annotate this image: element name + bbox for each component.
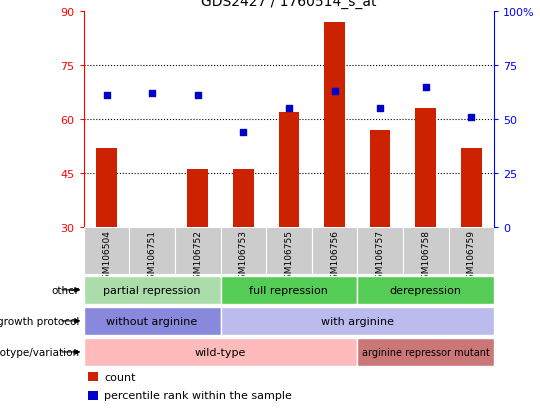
Text: GSM106504: GSM106504 [102,230,111,284]
Text: GSM106758: GSM106758 [421,230,430,285]
Point [102,93,111,100]
Text: GSM106759: GSM106759 [467,230,476,285]
Bar [266,227,312,275]
Bar [403,227,449,275]
Text: GSM106756: GSM106756 [330,230,339,285]
Bar [88,391,98,400]
Text: other: other [52,285,79,295]
Bar [84,307,220,335]
Text: GSM106751: GSM106751 [147,230,157,285]
Bar [220,307,494,335]
Point [239,129,248,136]
Text: derepression: derepression [390,285,462,295]
Bar [84,276,220,304]
Text: with arginine: with arginine [321,316,394,326]
Bar [312,227,357,275]
Bar [324,23,345,227]
Bar [279,113,299,227]
Bar [357,227,403,275]
Bar [129,227,175,275]
Bar [84,227,129,275]
Text: genotype/variation: genotype/variation [0,347,79,357]
Point [330,88,339,95]
Bar [233,170,254,227]
Text: wild-type: wild-type [195,347,246,357]
Bar [96,148,117,227]
Title: GDS2427 / 1760514_s_at: GDS2427 / 1760514_s_at [201,0,377,9]
Point [467,114,476,121]
Point [193,93,202,100]
Text: without arginine: without arginine [106,316,198,326]
Point [148,91,157,97]
Text: growth protocol: growth protocol [0,316,79,326]
Text: arginine repressor mutant: arginine repressor mutant [362,347,490,357]
Text: GSM106757: GSM106757 [376,230,384,285]
Bar [220,227,266,275]
Text: GSM106753: GSM106753 [239,230,248,285]
Text: GSM106755: GSM106755 [285,230,293,285]
Bar [187,170,208,227]
Bar [461,148,482,227]
Text: count: count [104,372,136,382]
Bar [88,373,98,381]
Bar [415,109,436,227]
Bar [449,227,494,275]
Bar [84,338,357,366]
Point [376,106,384,112]
Text: partial repression: partial repression [103,285,201,295]
Bar [357,338,494,366]
Bar [370,131,390,227]
Bar [175,227,220,275]
Bar [357,276,494,304]
Point [285,106,293,112]
Text: full repression: full repression [249,285,328,295]
Point [421,84,430,91]
Text: percentile rank within the sample: percentile rank within the sample [104,390,292,401]
Text: GSM106752: GSM106752 [193,230,202,284]
Bar [220,276,357,304]
